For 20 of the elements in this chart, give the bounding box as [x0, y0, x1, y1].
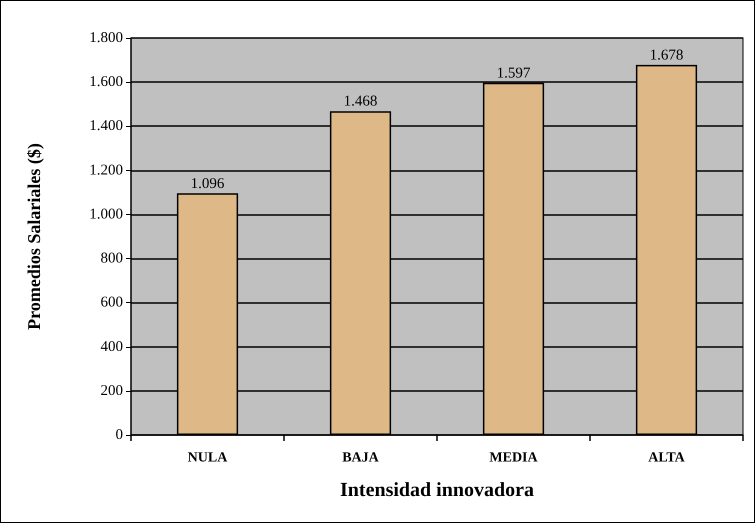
- y-tick-label: 0: [116, 427, 123, 443]
- data-label: 1.468: [344, 94, 378, 110]
- x-tick-label: BAJA: [342, 450, 380, 466]
- y-tick-label: 1.200: [89, 162, 123, 178]
- y-tick-label: 400: [100, 338, 123, 355]
- x-tick-label: MEDIA: [489, 450, 538, 466]
- x-tick-label: NULA: [188, 450, 228, 466]
- y-tick-label: 600: [100, 294, 123, 311]
- y-tick-label: 800: [100, 250, 123, 267]
- y-tick-label: 1.400: [89, 118, 123, 134]
- y-tick-label: 1.800: [89, 30, 123, 46]
- y-tick-label: 200: [100, 382, 123, 399]
- y-tick-label: 1.600: [89, 74, 123, 90]
- data-label: 1.096: [190, 176, 225, 192]
- y-tick-label: 1.000: [89, 206, 123, 222]
- data-label: 1.678: [650, 47, 684, 64]
- y-axis-title: Promedios Salariales ($): [24, 143, 44, 330]
- data-label: 1.597: [496, 65, 531, 82]
- x-axis-title: Intensidad innovadora: [340, 479, 534, 501]
- x-tick-label: ALTA: [648, 450, 686, 466]
